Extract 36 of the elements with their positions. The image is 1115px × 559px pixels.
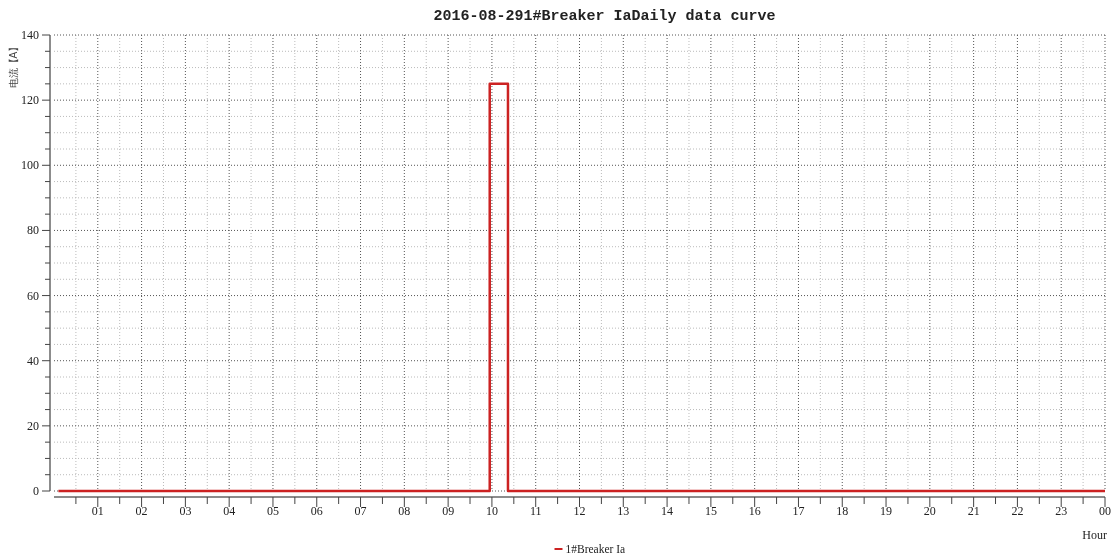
x-tick-label: 23	[1055, 504, 1068, 518]
x-tick-label: 10	[485, 504, 498, 518]
y-tick-label: 60	[27, 288, 39, 303]
x-tick-label: 17	[792, 504, 805, 518]
x-tick-label: 04	[223, 504, 236, 518]
x-tick-label: 16	[748, 504, 761, 518]
x-tick-label: 06	[310, 504, 323, 518]
y-tick-label: 140	[21, 28, 39, 42]
x-tick-label: 19	[880, 504, 893, 518]
x-tick-label: 08	[398, 504, 411, 518]
x-tick-label: 05	[266, 504, 279, 518]
x-tick-label: 11	[529, 504, 542, 518]
y-tick-label: 0	[33, 484, 39, 498]
y-tick-label: 100	[21, 158, 39, 173]
x-tick-label: 01	[91, 504, 104, 518]
x-tick-label: 09	[442, 504, 455, 518]
y-tick-label: 120	[21, 93, 39, 108]
chart-title: 2016-08-291#Breaker IaDaily data curve	[433, 8, 776, 25]
x-tick-label: 14	[661, 504, 674, 518]
y-axis-title: 电流【A】	[8, 41, 19, 89]
x-axis-title: Hour	[1082, 528, 1107, 542]
y-tick-label: 80	[27, 223, 39, 238]
x-tick-label: 00	[1099, 504, 1111, 518]
x-tick-label: 07	[354, 504, 367, 518]
x-tick-label: 03	[179, 504, 192, 518]
legend-label: 1#Breaker Ia	[565, 543, 626, 555]
x-tick-label: 18	[836, 504, 849, 518]
x-tick-label: 20	[923, 504, 936, 518]
x-tick-label: 21	[967, 504, 980, 518]
y-tick-label: 40	[27, 353, 39, 368]
y-tick-label: 20	[27, 418, 39, 433]
x-tick-label: 13	[617, 504, 630, 518]
x-tick-label: 22	[1011, 504, 1024, 518]
x-tick-label: 12	[573, 504, 586, 518]
x-tick-label: 02	[135, 504, 148, 518]
x-tick-label: 15	[704, 504, 717, 518]
